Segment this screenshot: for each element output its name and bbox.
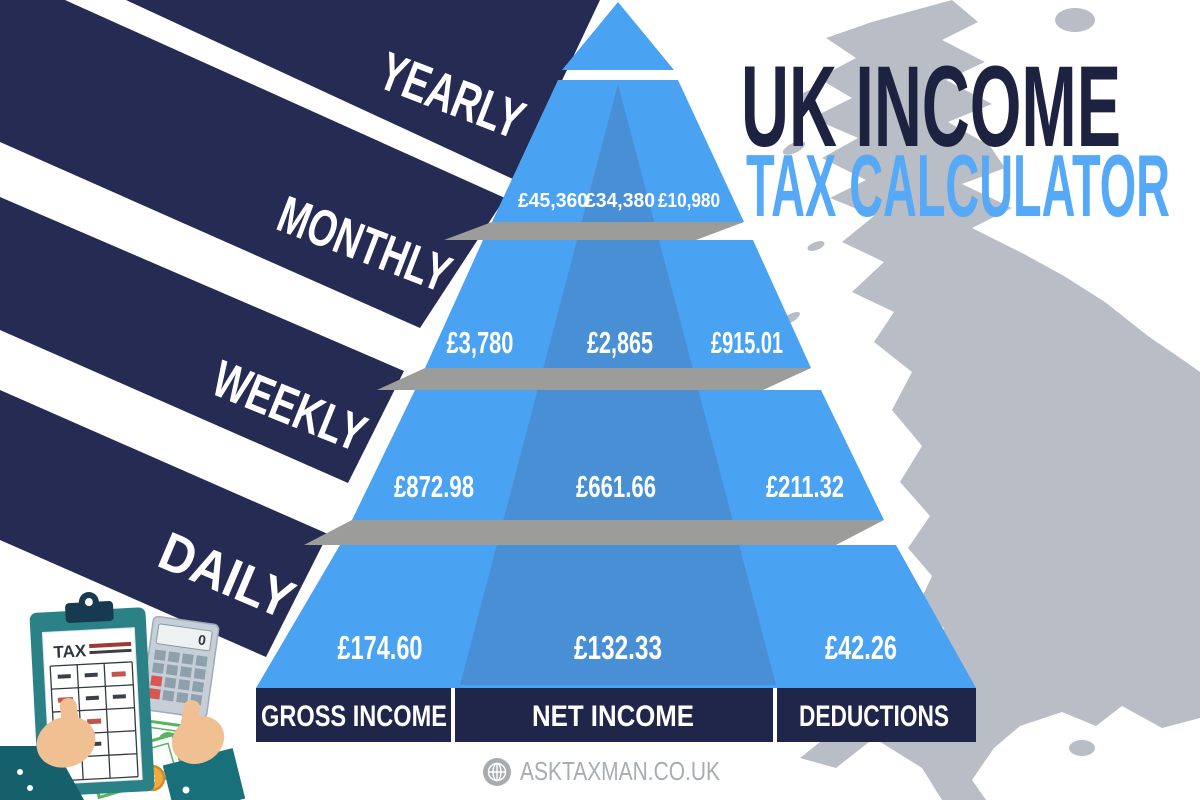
- globe-icon: [483, 758, 511, 786]
- pyramid-footer-bar: GROSS INCOME NET INCOME DEDUCTIONS: [256, 688, 976, 742]
- value-monthly-gross: £3,780: [447, 325, 514, 360]
- sleeve-button: [27, 785, 33, 791]
- tier-values-daily: £174.60 £132.33 £42.26: [338, 629, 898, 666]
- ribbon-monthly: [0, 0, 505, 328]
- map-island: [797, 89, 815, 103]
- finger-right: [178, 700, 200, 746]
- website-footer: ASKTAXMAN.CO.UK: [483, 756, 721, 786]
- pointing-hand-right: [162, 700, 246, 800]
- map-island: [807, 241, 825, 251]
- separator-weekly-daily: [304, 520, 884, 545]
- value-monthly-deductions: £915.01: [711, 325, 783, 360]
- value-weekly-deductions: £211.32: [766, 469, 844, 504]
- value-weekly-net: £661.66: [576, 469, 656, 504]
- calculator-display: 0: [197, 631, 207, 648]
- tax-form-rule: [89, 648, 132, 655]
- footer-label-deductions: DEDUCTIONS: [799, 700, 949, 733]
- value-yearly-gross: £45,360: [518, 190, 588, 212]
- footer-divider: [773, 688, 777, 742]
- tier-values-monthly: £3,780 £2,865 £915.01: [447, 325, 784, 360]
- map-island-wight: [1069, 740, 1095, 756]
- tax-pyramid: £45,360 £34,380 £10,980 £3,780 £2,865 £9…: [256, 2, 976, 742]
- title-line2: TAX CALCULATOR: [746, 136, 1170, 235]
- value-daily-deductions: £42.26: [825, 629, 897, 666]
- title-block: UK INCOME TAX CALCULATOR: [741, 43, 1170, 235]
- finger-left: [59, 698, 82, 746]
- tier-values-weekly: £872.98 £661.66 £211.32: [394, 469, 844, 504]
- tier-values-yearly: £45,360 £34,380 £10,980: [518, 190, 720, 212]
- ribbon-weekly: [0, 197, 404, 483]
- tax-form-title: TAX: [53, 641, 87, 662]
- clipboard-clip-hole: [84, 598, 93, 607]
- footer-label-gross: GROSS INCOME: [261, 700, 447, 733]
- tax-illustration: 0 $ $ $ $: [0, 592, 246, 800]
- value-monthly-net: £2,865: [587, 325, 653, 360]
- map-island: [925, 22, 939, 30]
- separator-yearly-monthly: [444, 222, 744, 240]
- value-yearly-net: £34,380: [585, 190, 655, 212]
- sleeve-left: [0, 746, 84, 800]
- title-line1: UK INCOME: [741, 43, 1121, 171]
- sleeve-button: [182, 786, 190, 794]
- value-yearly-deductions: £10,980: [658, 190, 720, 212]
- map-island-orkney: [1055, 8, 1095, 32]
- sleeve-right: [162, 748, 246, 800]
- calculator-keys: [148, 649, 208, 706]
- value-daily-gross: £174.60: [338, 629, 423, 666]
- ribbon-daily: [0, 390, 328, 657]
- footer-label-net: NET INCOME: [532, 700, 694, 733]
- tax-form-rule: [89, 641, 132, 649]
- pointing-hand-left: [0, 698, 96, 800]
- period-ribbons: YEARLY MONTHLY WEEKLY DAILY: [0, 0, 600, 657]
- website-url: ASKTAXMAN.CO.UK: [520, 756, 721, 786]
- separator-monthly-weekly: [377, 368, 811, 390]
- ribbon-yearly: [126, 0, 600, 180]
- great-britain-outline: [800, 0, 1200, 800]
- footer-bar-background: [256, 688, 976, 742]
- calculator-red-key: [148, 688, 161, 700]
- calculator-screen: [155, 623, 213, 652]
- value-daily-net: £132.33: [574, 629, 662, 666]
- uk-map-silhouette: [782, 0, 1200, 800]
- sleeve-button: [17, 769, 23, 775]
- calculator-red-key: [150, 675, 163, 687]
- pyramid-cap: [562, 2, 674, 70]
- calculator: 0: [140, 615, 220, 719]
- footer-divider: [451, 688, 455, 742]
- map-island: [782, 141, 806, 155]
- value-weekly-gross: £872.98: [394, 469, 474, 504]
